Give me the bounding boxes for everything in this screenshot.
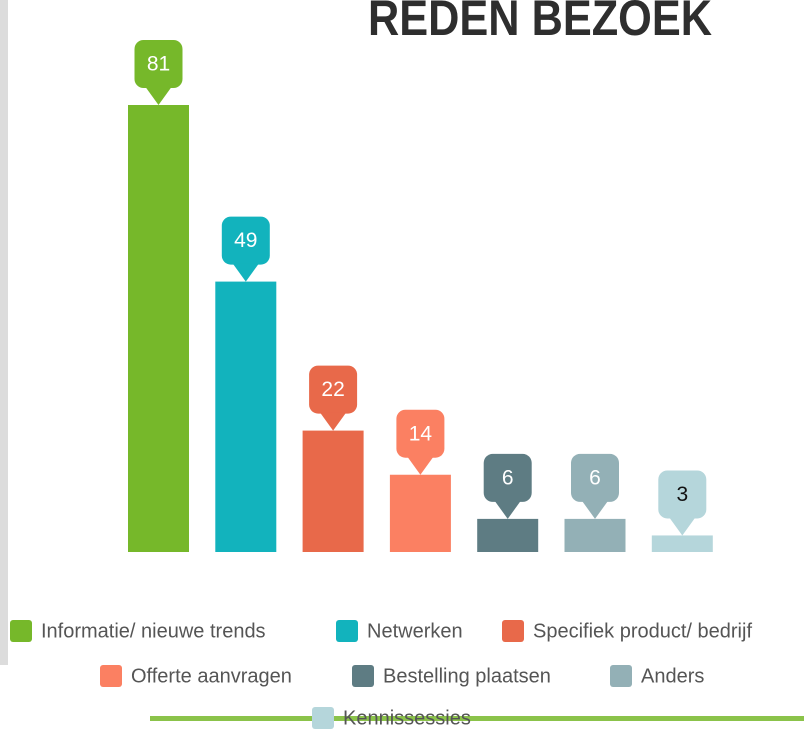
callout-pointer bbox=[320, 412, 347, 431]
legend-label: Netwerken bbox=[367, 620, 463, 642]
callout-pointer bbox=[407, 456, 434, 475]
callout-pointer bbox=[669, 517, 696, 536]
legend-swatch bbox=[100, 665, 122, 687]
bar bbox=[477, 518, 539, 552]
callout-pointer bbox=[494, 500, 521, 519]
value-label: 49 bbox=[234, 229, 257, 252]
bottom-rule bbox=[150, 716, 804, 721]
legend-swatch bbox=[312, 707, 334, 729]
bar bbox=[564, 518, 626, 552]
legend-label: Bestelling plaatsen bbox=[383, 665, 551, 687]
side-border bbox=[0, 0, 8, 665]
callout-box bbox=[658, 470, 707, 519]
bar bbox=[302, 430, 364, 552]
callout-pointer bbox=[582, 500, 608, 519]
value-label: 14 bbox=[409, 422, 433, 445]
callout-box bbox=[134, 40, 183, 88]
legend-label: Informatie/ nieuwe trends bbox=[41, 620, 266, 642]
value-label: 3 bbox=[676, 483, 688, 506]
legend-swatch bbox=[336, 620, 358, 642]
legend-label: Anders bbox=[641, 665, 704, 687]
bar bbox=[389, 474, 451, 552]
legend-swatch bbox=[610, 665, 632, 687]
value-label: 6 bbox=[502, 466, 514, 489]
legend-label: Specifiek product/ bedrijf bbox=[533, 620, 752, 642]
callout-pointer bbox=[232, 263, 259, 282]
callout-box bbox=[221, 216, 270, 265]
legend-swatch bbox=[502, 620, 524, 642]
legend-label: Offerte aanvragen bbox=[131, 665, 292, 687]
legend-swatch bbox=[352, 665, 374, 687]
callout-box bbox=[309, 365, 358, 414]
callout-box bbox=[483, 453, 532, 502]
callout-box bbox=[396, 409, 445, 458]
bar bbox=[215, 281, 277, 552]
callout-pointer bbox=[145, 87, 172, 105]
callout-box bbox=[571, 453, 619, 502]
value-label: 22 bbox=[321, 378, 344, 401]
bar bbox=[651, 535, 713, 552]
value-label: 6 bbox=[589, 466, 601, 489]
legend-swatch bbox=[10, 620, 32, 642]
value-label: 81 bbox=[147, 53, 170, 76]
bar bbox=[128, 105, 189, 552]
chart-title: REDEN BEZOEK bbox=[368, 0, 712, 46]
legend-label: Kennissessies bbox=[343, 707, 471, 729]
